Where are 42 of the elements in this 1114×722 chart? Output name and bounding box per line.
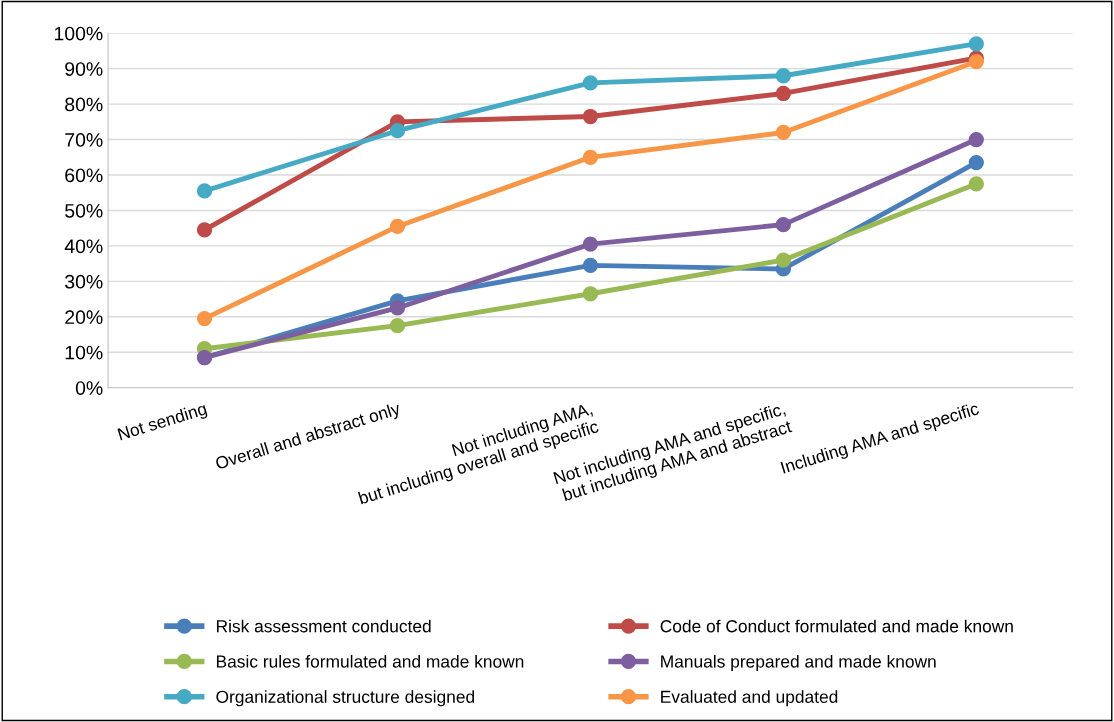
point bbox=[775, 252, 792, 268]
y-tick-label: 70% bbox=[65, 133, 103, 147]
y-tick-label: 10% bbox=[65, 345, 103, 360]
point bbox=[196, 310, 213, 327]
y-tick-label: 20% bbox=[65, 310, 103, 325]
x-tick-label: Not sending bbox=[117, 401, 209, 444]
legend-label: Basic rules formulated and made known bbox=[216, 654, 524, 668]
y-tick-label: 0% bbox=[75, 381, 103, 395]
y-tick-label: 40% bbox=[64, 239, 103, 254]
point bbox=[389, 218, 406, 235]
point bbox=[582, 286, 599, 302]
point bbox=[582, 108, 599, 125]
point bbox=[196, 183, 213, 199]
point bbox=[968, 176, 984, 192]
point bbox=[775, 85, 792, 102]
legend-label: Risk assessment conducted bbox=[216, 619, 431, 633]
legend-label: Manuals prepared and made known bbox=[661, 654, 936, 672]
point bbox=[582, 75, 599, 91]
point bbox=[389, 123, 406, 139]
y-tick-label: 80% bbox=[65, 97, 103, 112]
point bbox=[968, 36, 984, 52]
y-tick-label: 100% bbox=[54, 26, 103, 41]
y-tick-label: 60% bbox=[65, 168, 103, 183]
point bbox=[389, 318, 406, 334]
point bbox=[968, 154, 984, 171]
y-tick-label: 30% bbox=[65, 274, 103, 289]
point bbox=[775, 124, 792, 141]
point bbox=[968, 131, 984, 148]
point bbox=[582, 257, 599, 274]
point bbox=[775, 217, 792, 233]
legend-label: Code of Conduct formulated and made known bbox=[660, 619, 1013, 633]
y-tick-label: 50% bbox=[65, 203, 103, 218]
point bbox=[389, 300, 406, 316]
x-tick-label: Overall and abstract only bbox=[214, 401, 403, 473]
y-tick-label: 90% bbox=[65, 62, 103, 76]
point bbox=[582, 149, 599, 165]
point bbox=[775, 68, 792, 84]
point bbox=[196, 222, 213, 238]
legend-label: Evaluated and updated bbox=[661, 690, 838, 707]
legend-label: Organizational structure designed bbox=[216, 690, 475, 707]
point bbox=[582, 236, 599, 252]
point bbox=[968, 53, 984, 70]
